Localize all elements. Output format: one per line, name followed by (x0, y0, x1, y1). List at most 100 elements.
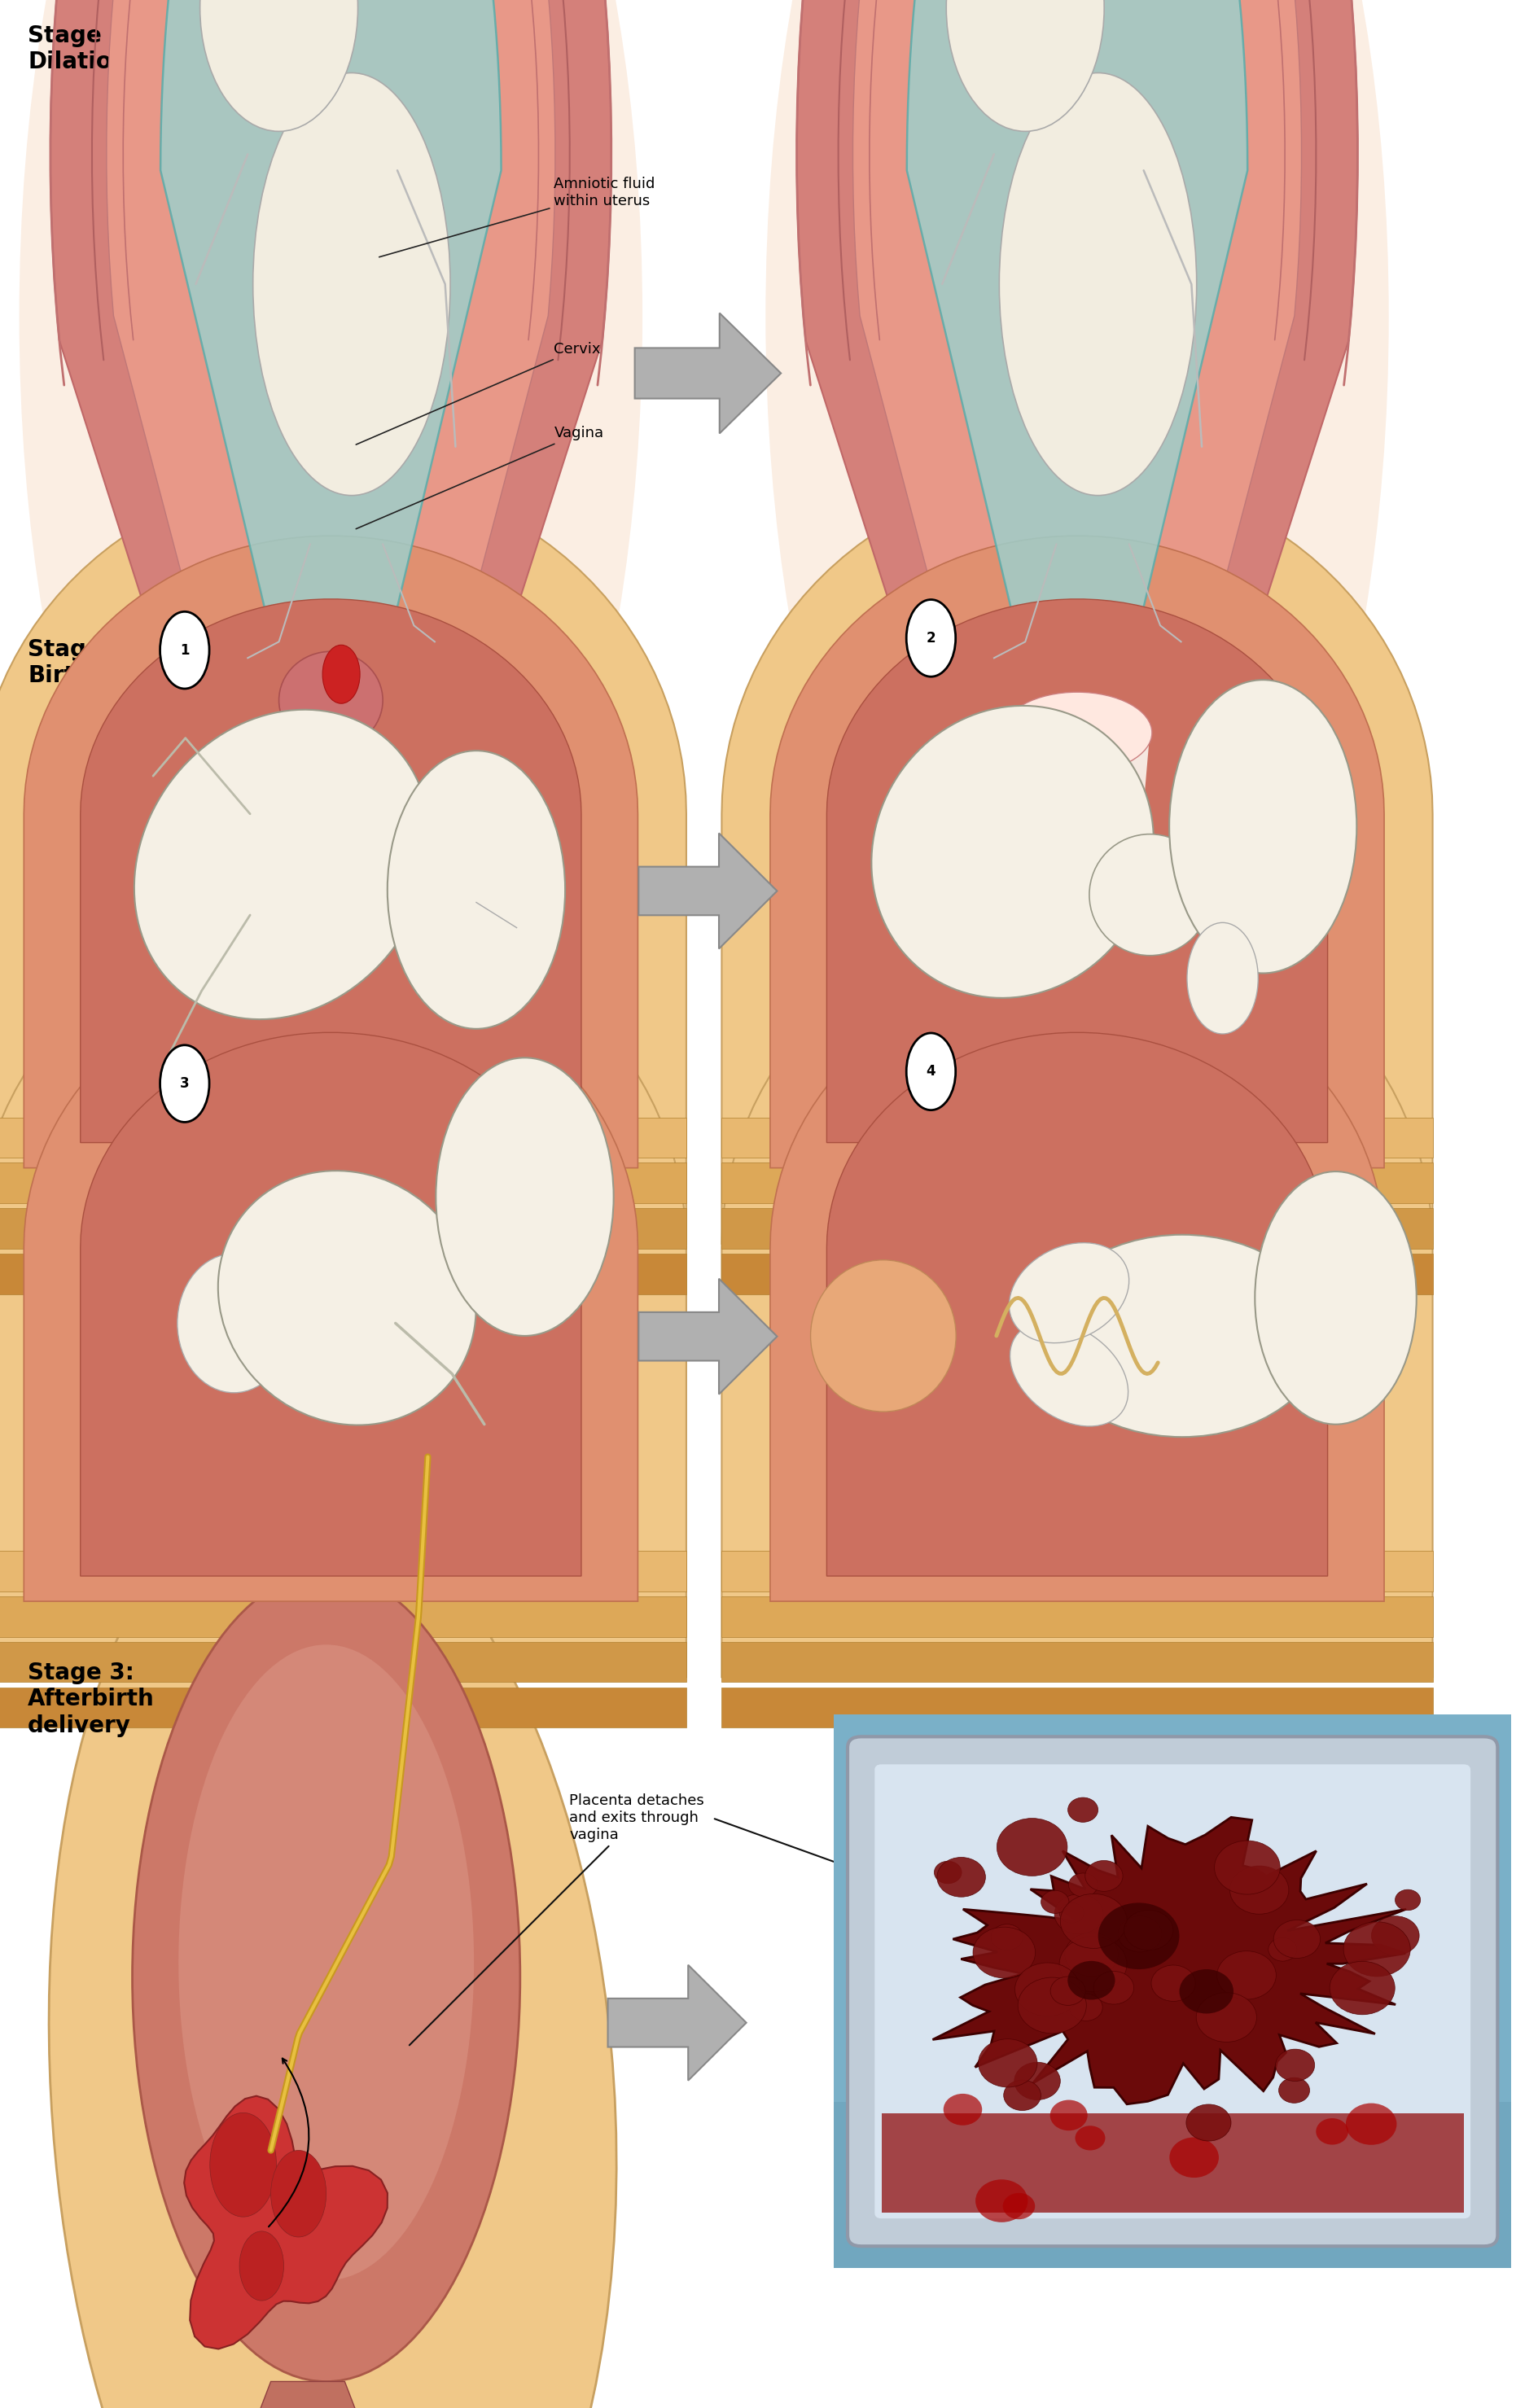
Ellipse shape (218, 1170, 475, 1426)
Text: Rotation and delivery
of anterior shoulder: Rotation and delivery of anterior should… (961, 621, 1143, 655)
Text: Stage 3:
Afterbirth
delivery: Stage 3: Afterbirth delivery (28, 1662, 154, 1736)
Circle shape (1003, 2194, 1035, 2220)
Ellipse shape (1009, 1322, 1127, 1426)
Bar (0, 1255, 686, 1293)
Text: 2: 2 (926, 631, 935, 645)
Circle shape (937, 1857, 984, 1898)
Bar (0, 1642, 686, 1683)
Circle shape (1275, 2049, 1313, 2081)
Bar (0, 1117, 686, 1158)
Text: 3: 3 (180, 1076, 189, 1091)
Polygon shape (932, 1818, 1406, 2105)
Circle shape (943, 2093, 981, 2126)
Circle shape (769, 1885, 795, 1905)
Circle shape (1229, 1866, 1287, 1914)
Text: 1: 1 (180, 643, 189, 657)
Circle shape (975, 2179, 1027, 2223)
Circle shape (978, 2040, 1037, 2088)
Circle shape (1075, 2126, 1104, 2150)
Polygon shape (635, 313, 781, 433)
Circle shape (200, 0, 358, 132)
Circle shape (1058, 1902, 1083, 1924)
Circle shape (906, 600, 955, 677)
Circle shape (323, 645, 360, 703)
Ellipse shape (177, 1255, 291, 1392)
Text: Fully dilated cervix
(>10 cm in diameter): Fully dilated cervix (>10 cm in diameter… (990, 886, 1163, 920)
Polygon shape (906, 0, 1247, 756)
Circle shape (1123, 1910, 1172, 1950)
Circle shape (1213, 1840, 1280, 1895)
Circle shape (1098, 1902, 1178, 1970)
Polygon shape (834, 2102, 1510, 2268)
Circle shape (240, 2232, 283, 2300)
Circle shape (1064, 1934, 1118, 1977)
Text: Delivery of posterior shoulder: Delivery of posterior shoulder (215, 1076, 469, 1091)
Circle shape (1094, 1972, 1134, 2003)
Circle shape (906, 1033, 955, 1110)
Ellipse shape (998, 72, 1197, 496)
Bar (721, 1642, 1432, 1683)
Bar (721, 1551, 1432, 1592)
Ellipse shape (252, 72, 451, 496)
Circle shape (1195, 1991, 1257, 2042)
Polygon shape (23, 970, 637, 1601)
Polygon shape (826, 1033, 1327, 1575)
Text: Placenta detaches
and exits through
vagina: Placenta detaches and exits through vagi… (409, 1794, 704, 2044)
FancyBboxPatch shape (847, 1736, 1496, 2247)
Circle shape (271, 2150, 326, 2237)
Ellipse shape (871, 706, 1154, 997)
Circle shape (934, 1861, 961, 1883)
Circle shape (209, 2112, 277, 2218)
Circle shape (1003, 2081, 1040, 2109)
Text: Presentation of head: Presentation of head (215, 643, 391, 657)
Ellipse shape (178, 1645, 474, 2280)
Circle shape (1069, 1994, 1103, 2020)
Text: Stage 1:
Dilation: Stage 1: Dilation (28, 24, 134, 72)
Text: Vagina: Vagina (355, 426, 603, 530)
Ellipse shape (278, 653, 383, 749)
Circle shape (1178, 1970, 1233, 2013)
Circle shape (1186, 922, 1258, 1033)
Polygon shape (769, 537, 1384, 1168)
Bar (0, 1209, 686, 1250)
Polygon shape (721, 472, 1432, 1243)
Text: Undilated cervix: Undilated cervix (266, 917, 395, 934)
Circle shape (1370, 1917, 1418, 1955)
Circle shape (1273, 1919, 1320, 1958)
Circle shape (1150, 1965, 1195, 2001)
Circle shape (1014, 2061, 1060, 2100)
Circle shape (1015, 1963, 1080, 2015)
Polygon shape (0, 472, 686, 1243)
Circle shape (1018, 1977, 1086, 2032)
Polygon shape (0, 905, 686, 1676)
Polygon shape (797, 0, 1357, 1047)
Circle shape (1084, 1861, 1123, 1890)
Polygon shape (243, 2382, 372, 2408)
Bar (881, 2114, 1463, 2213)
Ellipse shape (1001, 691, 1152, 773)
Ellipse shape (18, 0, 643, 1098)
Circle shape (1255, 1170, 1415, 1423)
Circle shape (1117, 1917, 1161, 1953)
Ellipse shape (132, 1572, 520, 2382)
Circle shape (1278, 2078, 1309, 2102)
Polygon shape (769, 970, 1384, 1601)
Ellipse shape (764, 0, 1387, 1098)
Bar (0, 1688, 686, 1729)
Polygon shape (721, 905, 1432, 1676)
Polygon shape (80, 1033, 581, 1575)
Circle shape (990, 1924, 1023, 1950)
Polygon shape (608, 1965, 746, 2081)
Polygon shape (80, 600, 581, 1144)
Bar (0, 1163, 686, 1204)
Ellipse shape (1040, 1235, 1323, 1438)
Polygon shape (638, 833, 777, 949)
Polygon shape (852, 0, 1301, 966)
Circle shape (1346, 2102, 1397, 2146)
Polygon shape (106, 0, 555, 966)
Polygon shape (51, 0, 611, 1047)
Polygon shape (160, 0, 501, 756)
Circle shape (946, 0, 1104, 132)
Circle shape (1169, 679, 1357, 973)
Circle shape (160, 1045, 209, 1122)
